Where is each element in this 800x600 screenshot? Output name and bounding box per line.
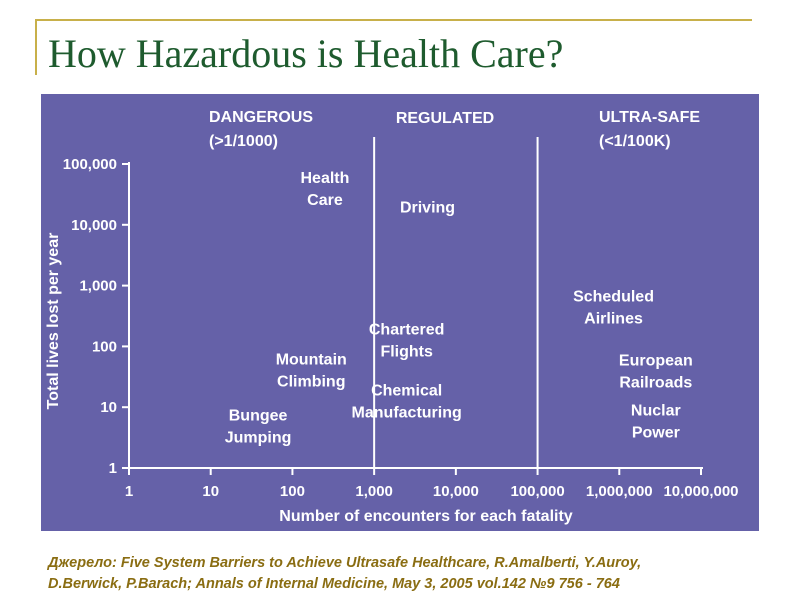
y-tick-label: 100 [92,338,117,355]
x-tick-label: 10 [202,483,219,500]
slide-frame-top-line [35,19,752,21]
point-label-chemical-manufacturing: Manufacturing [352,404,462,421]
point-label-mountain-climbing: Mountain [276,351,347,368]
point-label-chartered-flights: Chartered [369,321,445,338]
y-tick-label: 1,000 [79,278,117,295]
point-label-nuclar-power: Power [632,425,680,442]
point-label-european-railroads: Railroads [619,375,692,392]
y-tick-label: 10 [100,399,117,416]
y-tick-label: 100,000 [63,156,117,173]
slide-frame-left-line [35,19,37,75]
source-citation-line-1: Джерело: Five System Barriers to Achieve… [48,555,642,571]
chart-panel: 1 10 100 1,000 10,000 100,000 1,000,000 10,000,… [41,94,759,531]
point-label-mountain-climbing: Climbing [277,373,345,390]
x-tick-label: 100,000 [510,483,564,500]
region-threshold-label: (>1/1000) [209,133,278,150]
point-label-health-care: Health [300,170,349,187]
point-label-bungee-jumping: Jumping [225,430,292,447]
y-tick-label: 1 [109,460,117,477]
x-tick-label: 1,000,000 [586,483,653,500]
point-label-chemical-manufacturing: Chemical [371,382,442,399]
slide-title: How Hazardous is Health Care? [48,31,564,76]
point-label-european-railroads: European [619,353,693,370]
x-axis-title: Number of encounters for each fatality [279,508,572,525]
source-citation: Джерело: Five System Barriers to Achieve… [48,553,788,595]
hazard-chart: 1 10 100 1,000 10,000 100,000 1,000,000 10,000,… [45,109,739,525]
y-axis-title: Total lives lost per year [45,233,62,410]
point-label-scheduled-airlines: Airlines [584,311,643,328]
point-label-health-care: Care [307,192,343,209]
region-title-regulated: REGULATED [396,110,494,127]
point-label-bungee-jumping: Bungee [229,408,288,425]
x-tick-label: 10,000,000 [663,483,738,500]
point-label-nuclar-power: Nuclar [631,403,681,420]
x-tick-label: 10,000 [433,483,479,500]
region-threshold-label: (<1/100K) [599,133,671,150]
point-label-driving: Driving [400,199,455,216]
x-tick-label: 1 [125,483,133,500]
x-tick-label: 1,000 [355,483,393,500]
source-citation-line-2: D.Berwick, P.Barach; Annals of Internal … [48,576,620,592]
region-title-ultra-safe: ULTRA-SAFE [599,109,700,126]
region-title-dangerous: DANGEROUS [209,109,313,126]
point-label-chartered-flights: Flights [380,343,433,360]
point-label-scheduled-airlines: Scheduled [573,289,654,306]
x-tick-label: 100 [280,483,305,500]
y-tick-label: 10,000 [71,217,117,234]
